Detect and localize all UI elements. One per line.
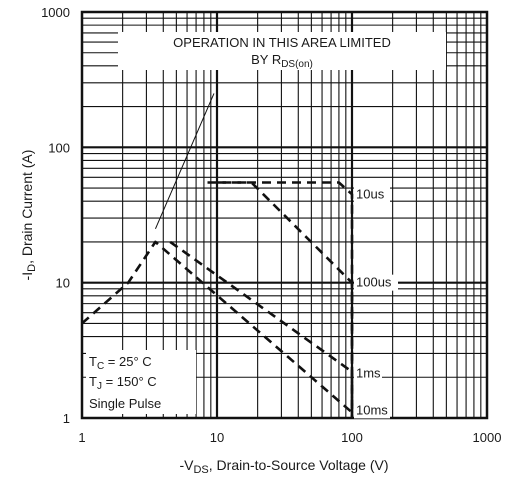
x-axis-label: -VDS, Drain-to-Source Voltage (V) [179, 457, 388, 476]
tick-labels: 1 10 100 1000 1 10 100 1000 [41, 5, 501, 445]
x-tick-label: 10 [210, 430, 224, 445]
y-tick-label: 1000 [41, 5, 70, 20]
y-tick-label: 100 [48, 140, 70, 155]
series-line-10us [217, 181, 354, 418]
series-line-100us [207, 181, 354, 418]
condition-single-pulse: Single Pulse [89, 396, 161, 411]
series-line-1ms [169, 240, 354, 418]
series-label-background [354, 365, 382, 382]
plot-frame [80, 10, 489, 420]
y-tick-label: 1 [63, 411, 70, 426]
series-line-10ms [81, 240, 353, 414]
condition-tc: TC = 25° C [89, 354, 152, 372]
series-label-background [354, 402, 390, 419]
series-label-1ms: 1ms [356, 366, 381, 381]
y-tick-label: 10 [56, 276, 70, 291]
x-tick-label: 1 [78, 430, 85, 445]
conditions-background [86, 350, 196, 414]
series-label-10ms: 10ms [356, 402, 388, 417]
series-label-background [354, 274, 398, 291]
series-group: 10us 100us 1ms 10ms [81, 181, 398, 419]
series-label-100us: 100us [356, 275, 392, 290]
annotation-background [118, 32, 446, 70]
annotation-line-1: OPERATION IN THIS AREA LIMITED [173, 35, 391, 50]
x-tick-label: 1000 [473, 430, 502, 445]
x-tick-label: 100 [341, 430, 363, 445]
rds-on-arrow [154, 93, 215, 230]
series-label-10us: 10us [356, 186, 385, 201]
annotation-line-2: BY RDS(on) [251, 52, 313, 70]
y-axis-label: -ID, Drain Current (A) [19, 150, 38, 281]
condition-tj: TJ = 150° C [89, 374, 157, 392]
series-label-background [354, 186, 390, 203]
